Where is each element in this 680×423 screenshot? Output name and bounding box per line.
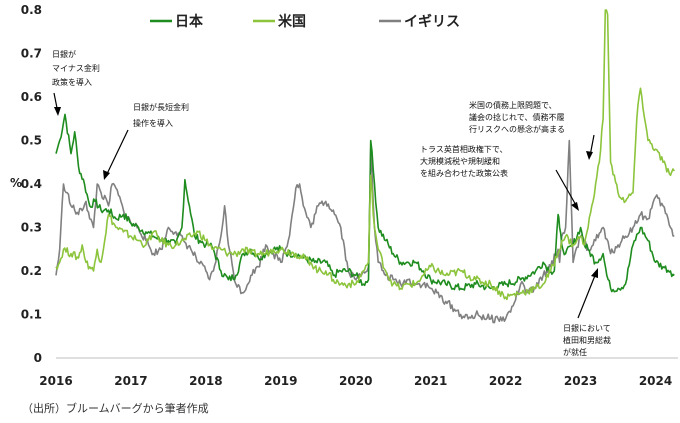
x-tick-label: 2017: [114, 374, 147, 388]
annotation-arrowhead-boj-ueda: [591, 268, 598, 278]
annotation-boj-negative-rate: 日銀が マイナス金利 政策を導入: [52, 49, 102, 87]
y-tick-label: 0.2: [21, 264, 42, 278]
x-tick-label: 2020: [339, 374, 372, 388]
legend-label: 日本: [175, 13, 204, 30]
annotations: 日銀が マイナス金利 政策を導入 日銀が長短金利 操作を導入 トラス英首相政権下…: [52, 49, 614, 357]
y-tick-label: 0.5: [21, 134, 42, 148]
legend-label: イギリス: [404, 13, 460, 30]
x-tick-label: 2018: [189, 374, 222, 388]
annotation-arrow-boj-ueda: [577, 272, 597, 319]
series-line-us: [55, 9, 675, 301]
y-axis-unit-label: %: [10, 176, 22, 190]
legend-label: 米国: [278, 13, 306, 30]
annotation-arrow-boj-ycc: [105, 129, 129, 177]
source-note: （出所）ブルームバーグから筆者作成: [22, 402, 209, 415]
x-tick-label: 2022: [489, 374, 522, 388]
x-tick-label: 2023: [564, 374, 597, 388]
y-tick-label: 0.4: [21, 177, 42, 191]
annotation-arrowhead-us-debt-ceiling: [586, 151, 593, 160]
y-tick-label: 0.1: [21, 308, 42, 322]
annotation-arrowhead-truss-policy: [571, 202, 579, 211]
x-tick-label: 2016: [39, 374, 72, 388]
annotation-arrowhead-boj-negative-rate: [54, 107, 61, 116]
annotation-arrowhead-boj-ycc: [103, 170, 110, 180]
y-tick-label: 0.6: [21, 90, 42, 104]
y-axis: 0 0.1 0.2 0.3 0.4 0.5 0.6 0.7 0.8: [21, 3, 42, 365]
x-tick-label: 2019: [264, 374, 297, 388]
annotation-boj-ycc: 日銀が長短金利 操作を導入: [133, 102, 192, 128]
x-tick-label: 2024: [639, 374, 672, 388]
annotation-arrow-truss-policy: [555, 169, 578, 208]
y-tick-label: 0.8: [21, 3, 42, 17]
annotation-us-debt-ceiling: 米国の債務上限問題で、 議会の捻じれで、債務不履 行リスクへの懸念が高まる: [469, 100, 567, 134]
series-line-japan: [55, 113, 675, 293]
x-tick-label: 2021: [414, 374, 447, 388]
series-lines: [55, 9, 675, 324]
annotation-truss-policy: トラス英首相政権下で、 大規模減税や規制緩和 を組み合わせた政策公表: [420, 144, 510, 178]
annotation-boj-ueda: 日銀において 植田和男総裁 が就任: [563, 323, 614, 357]
y-tick-label: 0.7: [21, 47, 42, 61]
y-tick-label: 0: [34, 351, 42, 365]
y-tick-label: 0.3: [21, 221, 42, 235]
legend: 日本 米国 イギリス: [150, 13, 460, 30]
x-axis: 2016 2017 2018 2019 2020 2021 2022 2023 2024: [39, 357, 678, 388]
